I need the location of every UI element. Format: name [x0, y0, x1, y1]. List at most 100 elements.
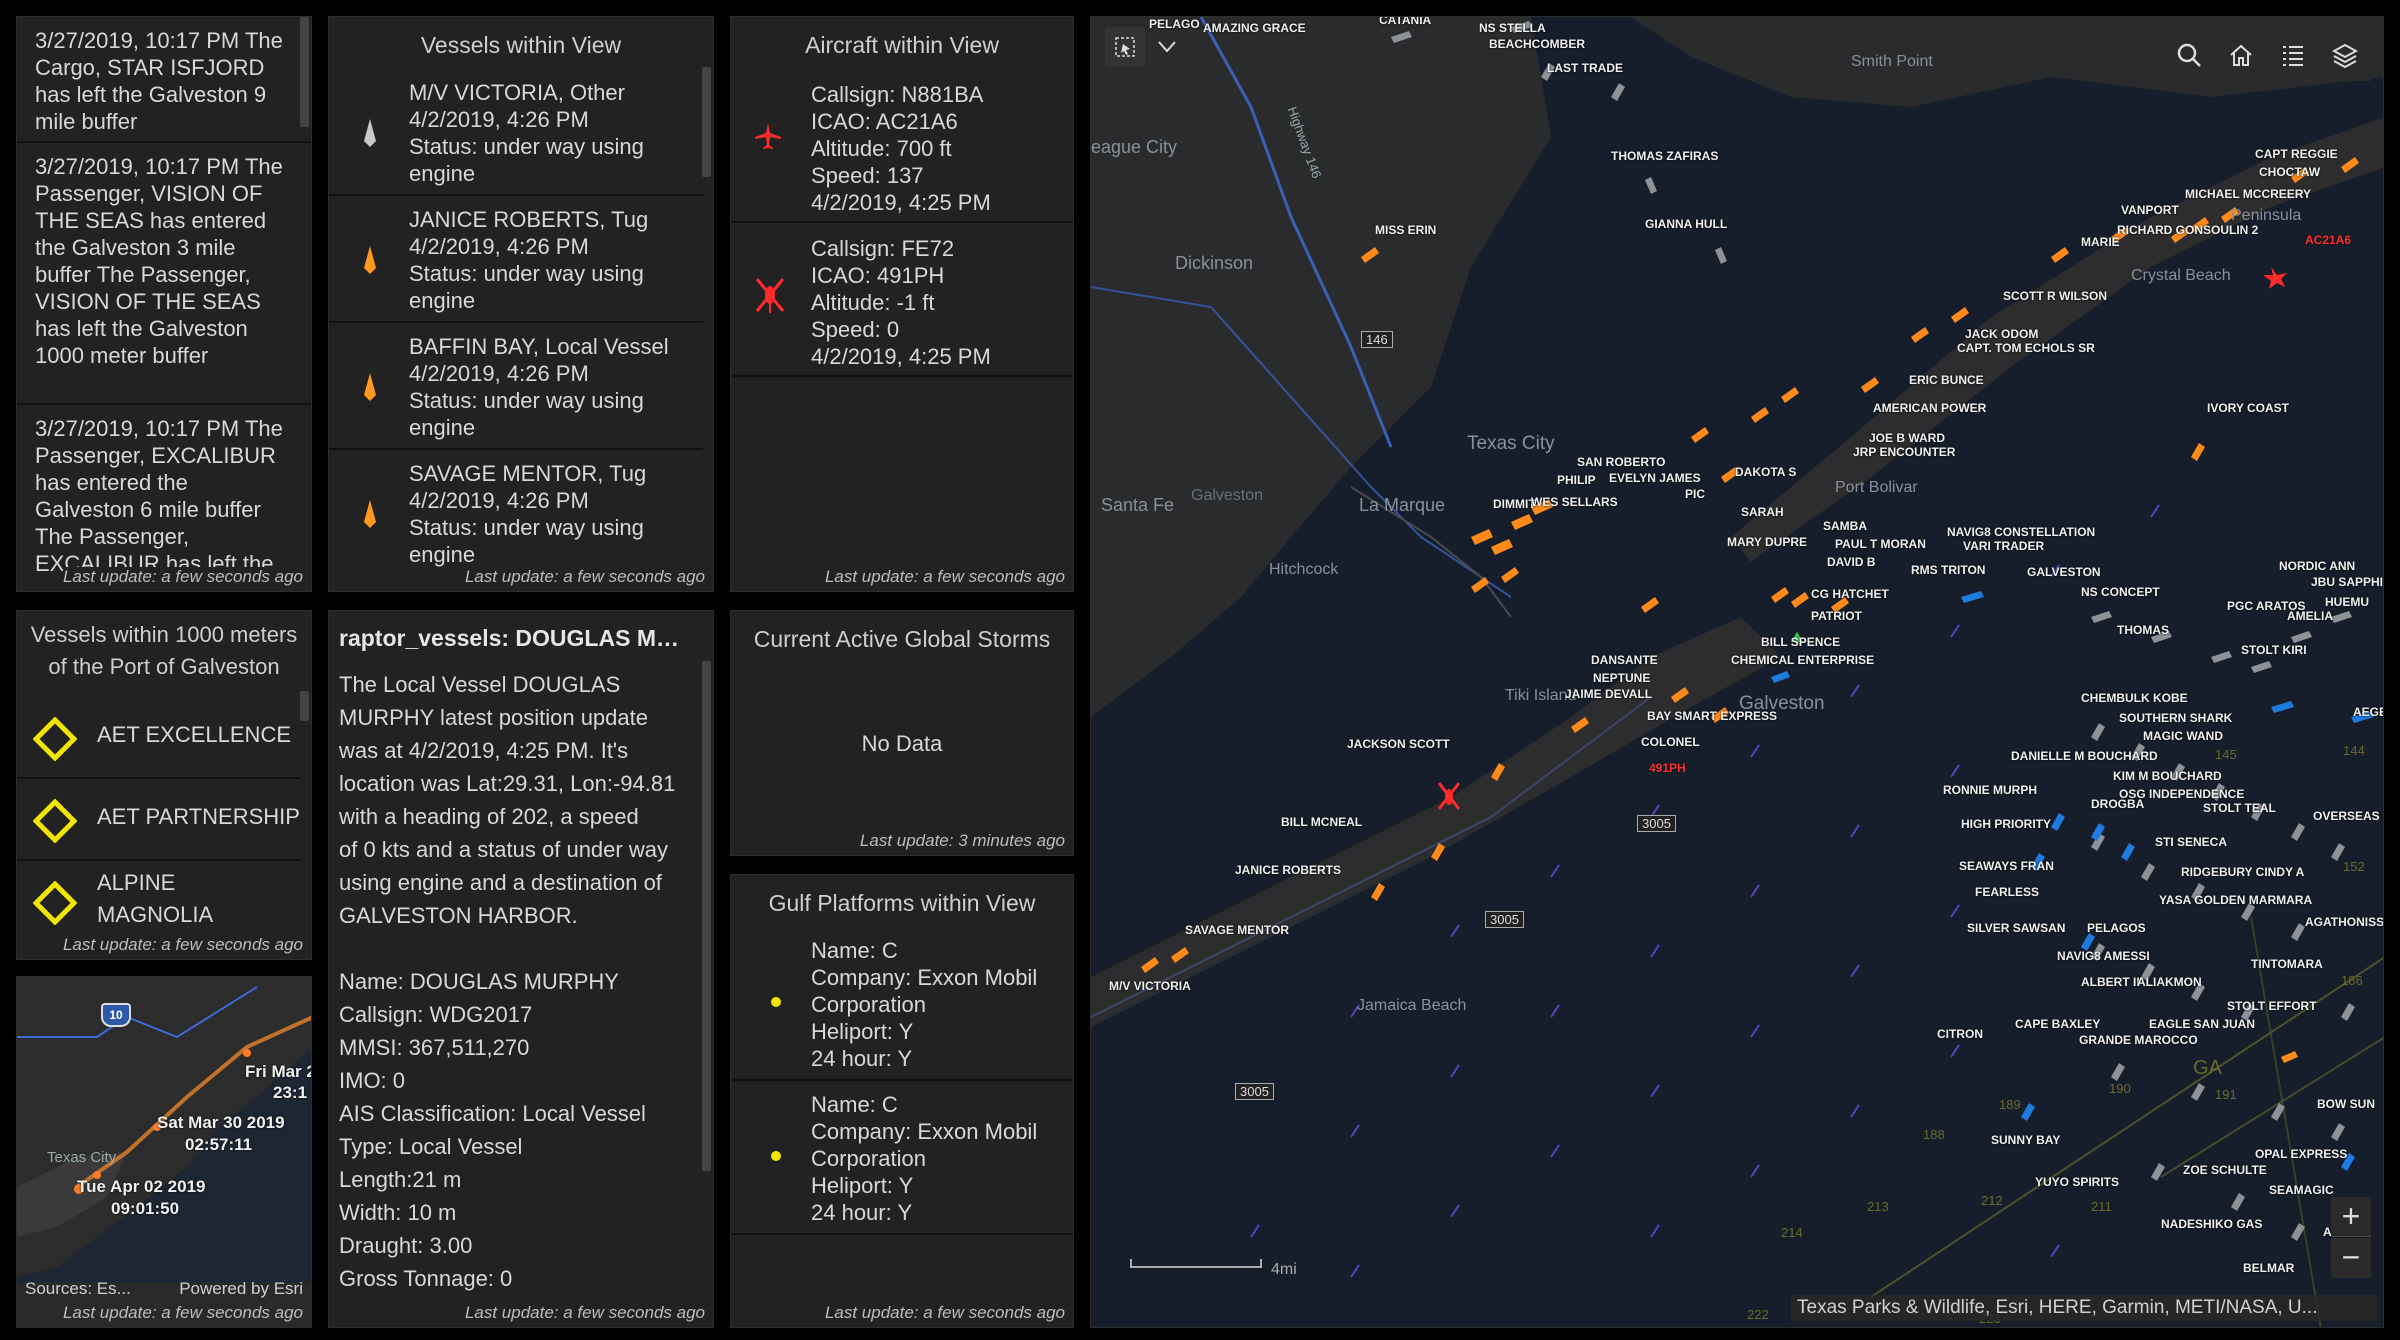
map-vessel-label[interactable]: CHEMICAL ENTERPRISE [1731, 653, 1875, 667]
map-vessel-label[interactable]: CHEMBULK KOBE [2081, 691, 2188, 705]
map-vessel-label[interactable]: MISS ERIN [1375, 223, 1437, 237]
port-vessel-item[interactable]: AET EXCELLENCE [17, 697, 301, 777]
map-vessel-label[interactable]: MICHAEL MCCREERY [2185, 187, 2312, 201]
map-vessel-label[interactable]: SARAH [1741, 505, 1784, 519]
map-vessel-label[interactable]: EVELYN JAMES [1609, 471, 1701, 485]
map-vessel-label[interactable]: ALBERT II [2081, 975, 2140, 989]
map-vessel-label[interactable]: SOUTHERN SHARK [2119, 711, 2233, 725]
map-vessel-label[interactable]: HUEMU [2325, 595, 2369, 609]
port-vessel-item[interactable]: ALPINE MAGNOLIA [17, 861, 301, 941]
port-vessel-item[interactable]: AET PARTNERSHIP [17, 779, 301, 859]
map-vessel-label[interactable]: SAVAGE MENTOR [1185, 923, 1290, 937]
map-vessel-label[interactable]: BAY SMART EXPRESS [1647, 709, 1778, 723]
map-vessel-label[interactable]: STOLT EFFORT [2227, 999, 2317, 1013]
vessels-scrollbar[interactable] [702, 67, 711, 177]
map-vessel-label[interactable]: RIDGEBURY CINDY A [2181, 865, 2305, 879]
map-vessel-label[interactable]: JBU SAPPHI [2311, 575, 2384, 589]
map-vessel-label[interactable]: CITRON [1937, 1027, 1983, 1041]
map-vessel-label[interactable]: VANPORT [2121, 203, 2179, 217]
platform-list-item[interactable]: Name: C Company: Exxon Mobil Corporation He… [731, 927, 1073, 1079]
map-vessel-label[interactable]: JAIME DEVALL [1565, 687, 1653, 701]
map-vessel-label[interactable]: SAMBA [1823, 519, 1867, 533]
layers-button[interactable] [2319, 29, 2371, 81]
home-button[interactable] [2215, 29, 2267, 81]
map-vessel-label[interactable]: JRP ENCOUNTER [1853, 445, 1956, 459]
map-vessel-label[interactable]: CG HATCHET [1811, 587, 1889, 601]
map-vessel-label[interactable]: SUNNY BAY [1991, 1133, 2061, 1147]
main-map[interactable]: eague City Dickinson Texas City La Marqu… [1090, 16, 2384, 1328]
map-vessel-label[interactable]: NORDIC ANN [2279, 559, 2356, 573]
map-vessel-label[interactable]: SILVER SAWSAN [1967, 921, 2066, 935]
events-scrollbar[interactable] [300, 17, 309, 127]
zoom-in-button[interactable]: + [2331, 1197, 2371, 1237]
map-vessel-label[interactable]: PELAGO [1149, 17, 1200, 31]
map-vessel-label[interactable]: JACK ODOM [1965, 327, 2039, 341]
map-vessel-label[interactable]: JACKSON SCOTT [1347, 737, 1450, 751]
aircraft-list-item[interactable]: Callsign: FE72 ICAO: 491PH Altitude: -1 ft… [731, 223, 1073, 375]
vessel-list-item[interactable]: SAVAGE MENTOR, Tug 4/2/2019, 4:26 PM Statu… [329, 450, 703, 575]
map-vessel-label[interactable]: FEARLESS [1975, 885, 2040, 899]
map-vessel-label[interactable]: OSG INDEPENDENCE [2119, 787, 2245, 801]
map-vessel-label[interactable]: DIMMIT [1493, 497, 1536, 511]
map-vessel-label[interactable]: PELAGOS [2087, 921, 2146, 935]
map-vessel-label[interactable]: AMELIA [2287, 609, 2333, 623]
aircraft-list-item[interactable]: Callsign: N881BA ICAO: AC21A6 Altitude: 70… [731, 69, 1073, 221]
zoom-out-button[interactable]: − [2331, 1238, 2371, 1278]
map-vessel-label[interactable]: THOMAS [2117, 623, 2169, 637]
map-vessel-label[interactable]: CAPT. TOM ECHOLS SR [1957, 341, 2095, 355]
map-vessel-label[interactable]: WES SELLARS [1531, 495, 1618, 509]
map-vessel-label[interactable]: MAGIC WAND [2143, 729, 2223, 743]
map-vessel-label[interactable]: RONNIE MURPH [1943, 783, 2038, 797]
map-vessel-label[interactable]: DANSANTE [1591, 653, 1658, 667]
mini-map-panel[interactable]: 10 Fri Mar 2 23:1 Sat Mar 30 2019 02:57:… [16, 976, 312, 1328]
map-vessel-label[interactable]: NAVIG8 AMESSI [2057, 949, 2150, 963]
map-vessel-label[interactable]: SEAMAGIC [2269, 1183, 2334, 1197]
map-vessel-label[interactable]: LAST TRADE [1547, 61, 1623, 75]
map-vessel-label[interactable]: PATRIOT [1811, 609, 1862, 623]
select-tool-button[interactable] [1105, 27, 1145, 67]
map-vessel-label[interactable]: RICHARD GONSOULIN 2 [2117, 223, 2259, 237]
map-vessel-label[interactable]: YASA GOLDEN MARMARA [2159, 893, 2313, 907]
map-vessel-label[interactable]: PHILIP [1557, 473, 1596, 487]
map-vessel-label[interactable]: BOW SUN [2317, 1097, 2375, 1111]
map-vessel-label[interactable]: RMS TRITON [1911, 563, 1986, 577]
map-vessel-label[interactable]: M/V VICTORIA [1109, 979, 1191, 993]
map-vessel-label[interactable]: MARIE [2081, 235, 2120, 249]
map-vessel-label[interactable]: SEAWAYS FRAN [1959, 859, 2054, 873]
map-vessel-label[interactable]: NS STELLA [1479, 21, 1546, 35]
map-vessel-label[interactable]: JANICE ROBERTS [1235, 863, 1342, 877]
aircraft-marker[interactable] [2263, 267, 2287, 289]
map-vessel-label[interactable]: NS CONCEPT [2081, 585, 2160, 599]
search-button[interactable] [2163, 29, 2215, 81]
map-vessel-label[interactable]: DAKOTA S [1735, 465, 1797, 479]
legend-button[interactable] [2267, 29, 2319, 81]
map-vessel-label[interactable]: STOLT KIRI [2241, 643, 2307, 657]
map-vessel-label[interactable]: PGC ARATOS [2227, 599, 2306, 613]
map-vessel-label[interactable]: STOLT TEAL [2203, 801, 2276, 815]
dropdown-button[interactable] [1147, 27, 1187, 67]
map-vessel-label[interactable]: AMERICAN POWER [1873, 401, 1987, 415]
map-vessel-label[interactable]: GALVESTON [2027, 565, 2101, 579]
vessel-list-item[interactable]: M/V VICTORIA, Other 4/2/2019, 4:26 PM Stat… [329, 69, 703, 194]
vessel-list-item[interactable]: BAFFIN BAY, Local Vessel 4/2/2019, 4:26 P… [329, 323, 703, 448]
map-vessel-label[interactable]: DANIELLE M BOUCHARD [2011, 749, 2158, 763]
map-vessel-label[interactable]: AEGE [2353, 705, 2384, 719]
map-vessel-label[interactable]: 491PH [1649, 761, 1686, 775]
map-vessel-label[interactable]: ERIC BUNCE [1909, 373, 1984, 387]
map-vessel-label[interactable]: DAVID B [1827, 555, 1876, 569]
map-vessel-label[interactable]: CAPT REGGIE [2255, 147, 2338, 161]
map-vessel-label[interactable]: YUYO SPIRITS [2035, 1175, 2120, 1189]
map-vessel-label[interactable]: STI SENECA [2155, 835, 2228, 849]
map-vessel-label[interactable]: MARY DUPRE [1727, 535, 1808, 549]
map-canvas[interactable] [1091, 17, 2384, 1328]
map-attribution[interactable]: Texas Parks & Wildlife, Esri, HERE, Garm… [1791, 1295, 2377, 1321]
map-vessel-label[interactable]: BILL SPENCE [1761, 635, 1841, 649]
map-vessel-label[interactable]: CAPE BAXLEY [2015, 1017, 2101, 1031]
map-vessel-label[interactable]: PAUL T MORAN [1835, 537, 1926, 551]
map-vessel-label[interactable]: OVERSEAS N [2313, 809, 2384, 823]
map-vessel-label[interactable]: SCOTT R WILSON [2003, 289, 2107, 303]
map-vessel-label[interactable]: EAGLE SAN JUAN [2149, 1017, 2256, 1031]
map-vessel-label[interactable]: SAN ROBERTO [1577, 455, 1666, 469]
map-vessel-label[interactable]: HIGH PRIORITY [1961, 817, 2052, 831]
port-scrollbar[interactable] [300, 691, 309, 721]
